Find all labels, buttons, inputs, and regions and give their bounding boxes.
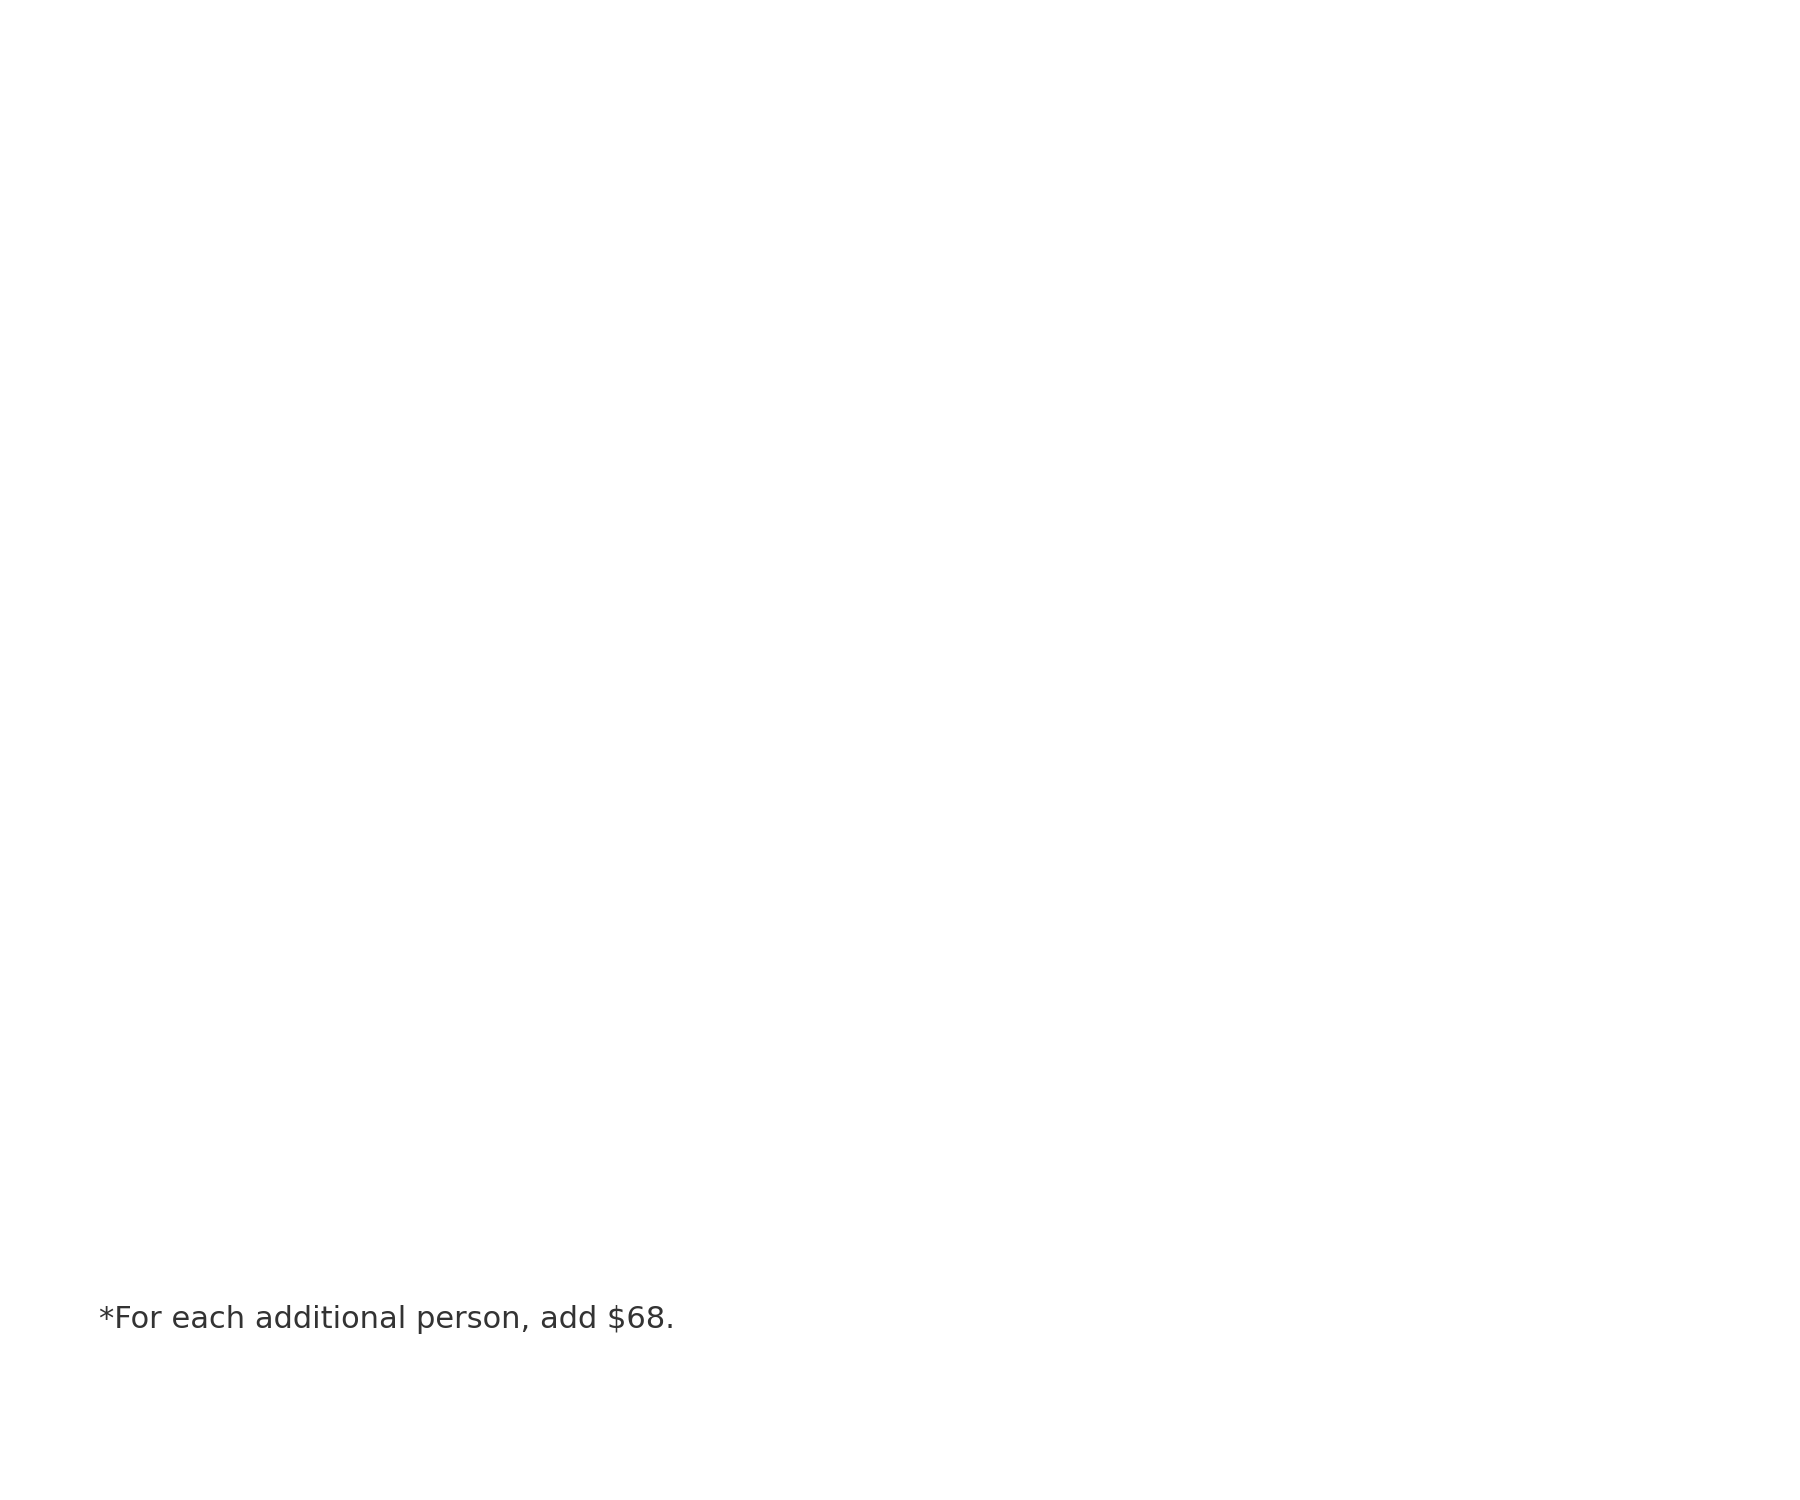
Text: $354: $354 bbox=[967, 1047, 1091, 1089]
Text: $195: $195 bbox=[1415, 730, 1539, 774]
Text: $311: $311 bbox=[565, 1204, 689, 1248]
Text: 5: 5 bbox=[259, 1204, 290, 1248]
Text: Child-only
Cases: Child-only Cases bbox=[526, 370, 729, 447]
Text: Family Size: Family Size bbox=[160, 392, 391, 426]
Text: Home with 1
parent or 1
caretaker: Home with 1 parent or 1 caretaker bbox=[900, 350, 1156, 468]
Text: $295: $295 bbox=[967, 888, 1091, 932]
Text: $204: $204 bbox=[565, 888, 689, 932]
Text: 2: 2 bbox=[259, 730, 292, 774]
Text: MedicarePlanFinder.c☉m: MedicarePlanFinder.c☉m bbox=[531, 1395, 1269, 1447]
Text: Home with 2
parents or 2
caretakers: Home with 2 parents or 2 caretakers bbox=[1348, 350, 1606, 468]
Text: 3: 3 bbox=[259, 888, 290, 932]
Text: -----: ----- bbox=[1431, 573, 1523, 615]
Text: $242: $242 bbox=[565, 1047, 689, 1089]
Text: *For each additional person, add $68.: *For each additional person, add $68. bbox=[99, 1305, 675, 1335]
Text: 1: 1 bbox=[259, 573, 292, 615]
Text: 2019 TANF Benefit Limits: 2019 TANF Benefit Limits bbox=[187, 53, 1613, 150]
Text: $255: $255 bbox=[967, 730, 1091, 774]
Text: $101: $101 bbox=[565, 573, 689, 615]
Text: Powered by MEDICARE Health Benefits: Powered by MEDICARE Health Benefits bbox=[630, 1458, 1170, 1486]
Text: $323: $323 bbox=[1415, 888, 1539, 932]
Text: 4: 4 bbox=[259, 1047, 292, 1089]
Text: $421: $421 bbox=[1415, 1204, 1539, 1248]
Text: $123: $123 bbox=[967, 573, 1091, 615]
Text: $145: $145 bbox=[565, 730, 689, 774]
Text: $363: $363 bbox=[1415, 1047, 1539, 1089]
Text: $394: $394 bbox=[967, 1204, 1091, 1248]
